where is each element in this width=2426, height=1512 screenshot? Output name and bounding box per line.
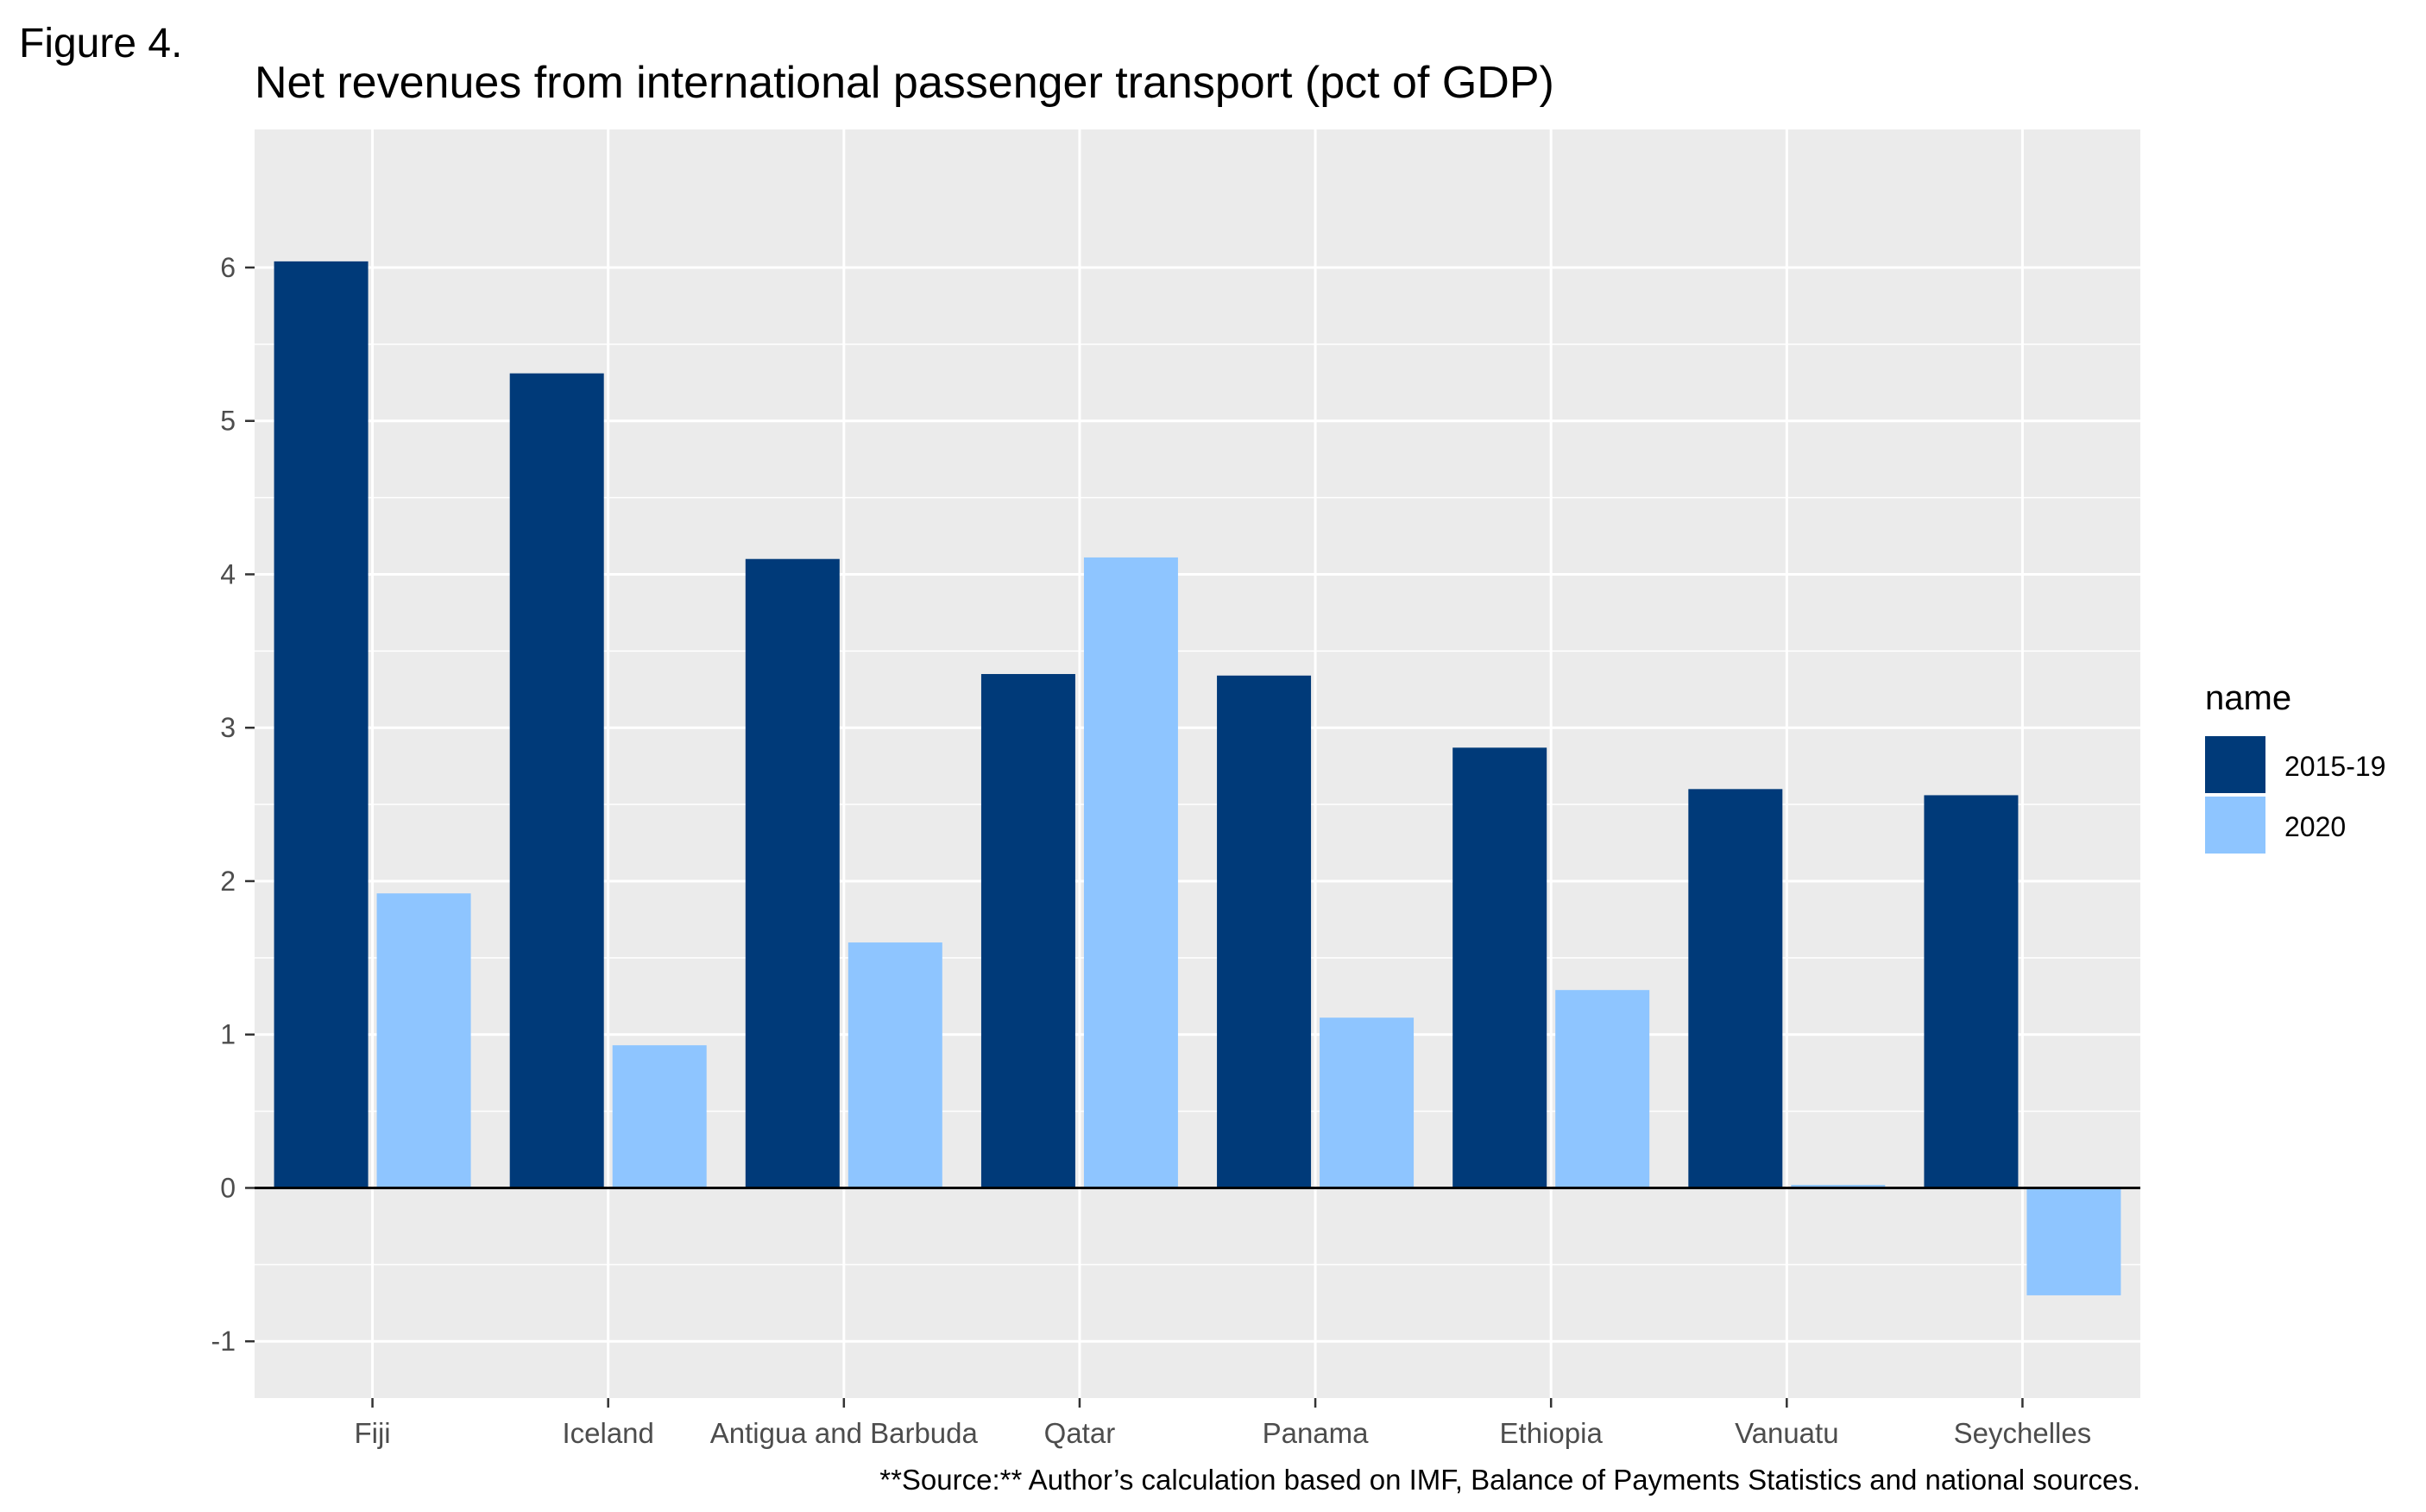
x-tick-label: Qatar — [1044, 1417, 1116, 1449]
bar-2015-19-qatar — [980, 674, 1075, 1188]
bar-2020-antigua-and-barbuda — [848, 942, 942, 1188]
bar-2015-19-antigua-and-barbuda — [745, 558, 840, 1188]
x-tick-label: Vanuatu — [1735, 1417, 1839, 1449]
x-tick-label: Fiji — [354, 1417, 390, 1449]
bar-2020-fiji — [376, 893, 471, 1188]
y-tick-label: 3 — [220, 712, 236, 743]
chart-title: Net revenues from international passenge… — [255, 58, 1554, 108]
bar-2020-ethiopia — [1555, 990, 1650, 1188]
y-axis: -1 0 1 2 3 4 5 6 — [211, 252, 255, 1357]
bar-2020-vanuatu — [1791, 1184, 1886, 1188]
legend-label-2020: 2020 — [2284, 811, 2346, 842]
bar-2015-19-vanuatu — [1688, 789, 1783, 1188]
plot-panel — [255, 129, 2140, 1398]
y-tick-label: -1 — [211, 1326, 236, 1357]
bar-2020-seychelles — [2026, 1188, 2121, 1295]
bar-2020-panama — [1320, 1017, 1415, 1188]
x-tick-label: Antigua and Barbuda — [710, 1417, 979, 1449]
y-tick-label: 1 — [220, 1019, 236, 1050]
legend-label-2015-19: 2015-19 — [2284, 751, 2385, 782]
bar-2015-19-seychelles — [1924, 795, 2019, 1188]
y-tick-label: 4 — [220, 558, 236, 589]
bar-2020-iceland — [612, 1045, 707, 1188]
x-axis: Fiji Iceland Antigua and Barbuda Qatar Panam… — [354, 1398, 2091, 1449]
y-tick-label: 2 — [220, 866, 236, 897]
legend-title: name — [2205, 679, 2291, 717]
x-tick-label: Ethiopia — [1500, 1417, 1604, 1449]
y-tick-label: 6 — [220, 252, 236, 283]
bar-2015-19-panama — [1217, 675, 1312, 1188]
y-tick-label: 0 — [220, 1172, 236, 1203]
bar-2015-19-fiji — [274, 261, 369, 1188]
legend: name 2015-19 2020 — [2205, 679, 2385, 854]
bar-2015-19-ethiopia — [1452, 747, 1547, 1188]
bars — [274, 261, 2121, 1295]
source-note: **Source:** Author’s calculation based o… — [879, 1464, 2140, 1496]
x-tick-label: Panama — [1263, 1417, 1370, 1449]
legend-key-2015-19 — [2205, 736, 2265, 793]
bar-2015-19-iceland — [509, 373, 604, 1188]
y-tick-label: 5 — [220, 406, 236, 437]
bar-2020-qatar — [1083, 557, 1178, 1188]
x-tick-label: Seychelles — [1954, 1417, 2092, 1449]
x-tick-label: Iceland — [562, 1417, 653, 1449]
legend-key-2020 — [2205, 797, 2265, 854]
figure-label: Figure 4. — [19, 21, 182, 66]
